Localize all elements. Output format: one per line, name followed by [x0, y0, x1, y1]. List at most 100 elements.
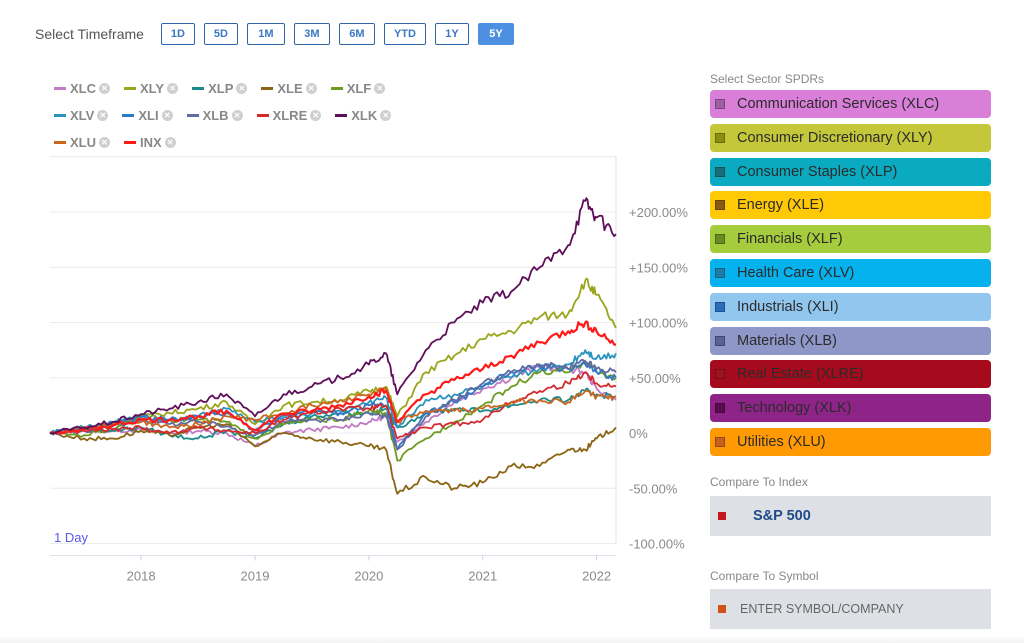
x-tick-label: 2018 — [127, 569, 156, 584]
legend-item-xlp[interactable]: XLP ✕ — [192, 81, 248, 96]
timeframe-button-6m[interactable]: 6M — [338, 23, 375, 45]
legend-item-xlv[interactable]: XLV ✕ — [54, 107, 109, 123]
x-tick-label: 2022 — [582, 569, 611, 584]
series-line-xlu — [49, 386, 617, 434]
legend-item-xle[interactable]: XLE ✕ — [261, 80, 317, 96]
y-tick-label: -100.00% — [629, 537, 685, 552]
legend-label: XLK — [351, 107, 378, 123]
legend-label: XLV — [70, 107, 95, 123]
legend-label: XLE — [277, 80, 303, 96]
legend-row: XLV ✕ XLI ✕ XLB ✕ XLRE ✕ XLK ✕ — [54, 105, 414, 125]
legend-item-xlu[interactable]: XLU ✕ — [54, 135, 110, 150]
footer-shade — [0, 636, 1024, 643]
legend-item-xlk[interactable]: XLK ✕ — [335, 107, 392, 123]
remove-series-icon[interactable]: ✕ — [231, 109, 243, 121]
legend-item-xli[interactable]: XLI ✕ — [122, 107, 173, 123]
sector-button[interactable]: Financials (XLF) — [710, 225, 991, 254]
legend-item-xly[interactable]: XLY ✕ — [124, 81, 179, 96]
remove-series-icon[interactable]: ✕ — [167, 82, 179, 94]
remove-series-icon[interactable]: ✕ — [99, 136, 110, 148]
timeframe-label: Select Timeframe — [35, 26, 144, 42]
remove-series-icon[interactable]: ✕ — [97, 109, 109, 121]
legend-label: XLU — [70, 134, 96, 150]
chart-legend: XLC ✕ XLY ✕ XLP ✕ XLE ✕ XLF ✕ XLV ✕ XLI ✕ XLB ✕ XLRE ✕ XLK… — [54, 78, 414, 159]
legend-swatch-icon — [335, 113, 348, 117]
timeframe-button-1y[interactable]: 1Y — [434, 23, 469, 45]
sector-label: Financials (XLF) — [737, 231, 843, 248]
legend-swatch-icon — [54, 113, 66, 117]
legend-label: XLC — [70, 80, 96, 96]
sector-color-square-icon — [715, 166, 725, 177]
timeframe-button-5d[interactable]: 5D — [203, 23, 238, 45]
y-tick-label: +50.00% — [629, 371, 681, 386]
legend-item-xlre[interactable]: XLRE ✕ — [256, 108, 322, 123]
compare-symbol-input[interactable]: ENTER SYMBOL/COMPANY — [710, 589, 991, 629]
sector-color-square-icon — [715, 267, 725, 278]
series-line-xly — [49, 277, 617, 435]
legend-swatch-icon — [122, 113, 135, 117]
timeframe-button-1m[interactable]: 1M — [246, 23, 285, 45]
series-line-xlk — [49, 197, 617, 435]
legend-row: XLC ✕ XLY ✕ XLP ✕ XLE ✕ XLF ✕ — [54, 78, 414, 98]
sector-button[interactable]: Materials (XLB) — [710, 326, 991, 355]
legend-item-xlf[interactable]: XLF ✕ — [330, 80, 386, 96]
remove-series-icon[interactable]: ✕ — [310, 109, 322, 121]
remove-series-icon[interactable]: ✕ — [380, 109, 392, 121]
symbol-placeholder[interactable]: ENTER SYMBOL/COMPANY — [740, 602, 904, 616]
legend-swatch-icon — [124, 86, 136, 90]
legend-item-inx[interactable]: INX ✕ — [124, 135, 176, 150]
timeframe-button-1d[interactable]: 1D — [160, 23, 195, 45]
timeframe-button-3m[interactable]: 3M — [293, 23, 330, 45]
sector-button[interactable]: Health Care (XLV) — [710, 258, 991, 287]
sector-button[interactable]: Real Estate (XLRE) — [710, 360, 991, 389]
grid-lines — [50, 156, 617, 544]
series-line-xlf — [49, 360, 617, 462]
sector-label: Real Estate (XLRE) — [737, 366, 864, 383]
compare-index-label: Compare To Index — [710, 475, 808, 489]
sector-button[interactable]: Technology (XLK) — [710, 394, 991, 423]
sector-panel: Select Sector SPDRs Communication Servic… — [710, 72, 991, 462]
sector-color-square-icon — [715, 234, 725, 245]
timeframe-button-5y[interactable]: 5Y — [477, 23, 514, 45]
sector-label: Materials (XLB) — [737, 332, 837, 349]
x-tick-label: 2019 — [241, 569, 270, 584]
sector-button[interactable]: Communication Services (XLC) — [710, 90, 991, 118]
series-line-inx — [49, 320, 617, 435]
sector-button[interactable]: Industrials (XLI) — [710, 292, 991, 321]
timeframe-button-ytd[interactable]: YTD — [383, 23, 426, 45]
sector-button[interactable]: Utilities (XLU) — [710, 427, 991, 456]
legend-label: XLI — [138, 107, 159, 123]
sector-button[interactable]: Consumer Staples (XLP) — [710, 157, 991, 186]
sector-button[interactable]: Consumer Discretionary (XLY) — [710, 123, 991, 152]
sector-label: Utilities (XLU) — [737, 433, 826, 450]
series-line-xle — [49, 422, 617, 495]
remove-series-icon[interactable]: ✕ — [374, 82, 386, 94]
legend-swatch-icon — [186, 113, 199, 117]
remove-series-icon[interactable]: ✕ — [161, 109, 173, 121]
remove-series-icon[interactable]: ✕ — [164, 136, 176, 148]
legend-item-xlc[interactable]: XLC ✕ — [54, 81, 110, 96]
sectors-label: Select Sector SPDRs — [710, 72, 825, 86]
legend-label: INX — [140, 134, 162, 150]
remove-series-icon[interactable]: ✕ — [305, 82, 317, 94]
chart-range-label: 1 Day — [54, 530, 88, 545]
y-axis-ticks: +200.00% +150.00% +100.00% +50.00% 0% -50.00%… — [629, 205, 688, 552]
sector-label: Consumer Discretionary (XLY) — [737, 129, 933, 146]
remove-series-icon[interactable]: ✕ — [236, 82, 248, 94]
legend-swatch-icon — [256, 113, 269, 117]
sector-button[interactable]: Energy (XLE) — [710, 191, 991, 220]
legend-swatch-icon — [261, 86, 274, 90]
y-tick-label: 0% — [629, 426, 648, 441]
series-line-xlb — [49, 358, 617, 451]
series-lines — [49, 197, 617, 495]
remove-series-icon[interactable]: ✕ — [99, 82, 110, 94]
legend-swatch-icon — [192, 86, 205, 90]
x-tick-label: 2020 — [354, 569, 383, 584]
y-tick-label: +200.00% — [629, 205, 688, 220]
sector-label: Communication Services (XLC) — [737, 96, 940, 112]
sector-label: Health Care (XLV) — [737, 264, 855, 281]
legend-label: XLF — [346, 80, 372, 96]
compare-index-button[interactable]: S&P 500 — [710, 496, 991, 536]
legend-item-xlb[interactable]: XLB ✕ — [186, 108, 243, 123]
sector-color-square-icon — [715, 132, 725, 143]
